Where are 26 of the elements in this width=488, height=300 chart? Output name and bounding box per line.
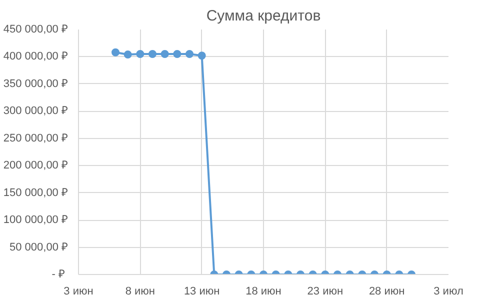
x-tick-label: 8 июн (125, 286, 155, 298)
y-tick-label: - ₽ (52, 268, 64, 280)
x-tick-label: 18 июн (246, 286, 282, 298)
y-tick-label: 250 000,00 ₽ (3, 132, 68, 144)
point (124, 50, 132, 59)
y-tick-label: 350 000,00 ₽ (3, 78, 68, 90)
y-tick-label: 300 000,00 ₽ (3, 105, 68, 118)
point (173, 50, 182, 58)
point (136, 50, 144, 58)
point (112, 48, 120, 56)
x-tick-label: 13 июн (184, 286, 220, 298)
y-tick-label: 150 000,00 ₽ (3, 186, 68, 199)
x-tick-label: 28 июн (368, 286, 405, 298)
y-tick-label: 50 000,00 ₽ (10, 241, 68, 254)
x-tick-label: 3 июл (434, 286, 464, 298)
y-tick-label: 450 000,00 ₽ (3, 24, 68, 36)
chart-title: Сумма кредитов (206, 8, 321, 24)
point (160, 50, 169, 58)
point (186, 50, 194, 58)
x-tick-label: 3 июн (64, 286, 94, 298)
point (148, 50, 156, 58)
y-tick-label: 200 000,00 ₽ (3, 160, 68, 172)
x-tick-label: 23 июн (307, 286, 344, 298)
y-tick-label: 400 000,00 ₽ (3, 50, 68, 63)
point (198, 52, 206, 60)
y-tick-label: 100 000,00 ₽ (3, 214, 68, 226)
